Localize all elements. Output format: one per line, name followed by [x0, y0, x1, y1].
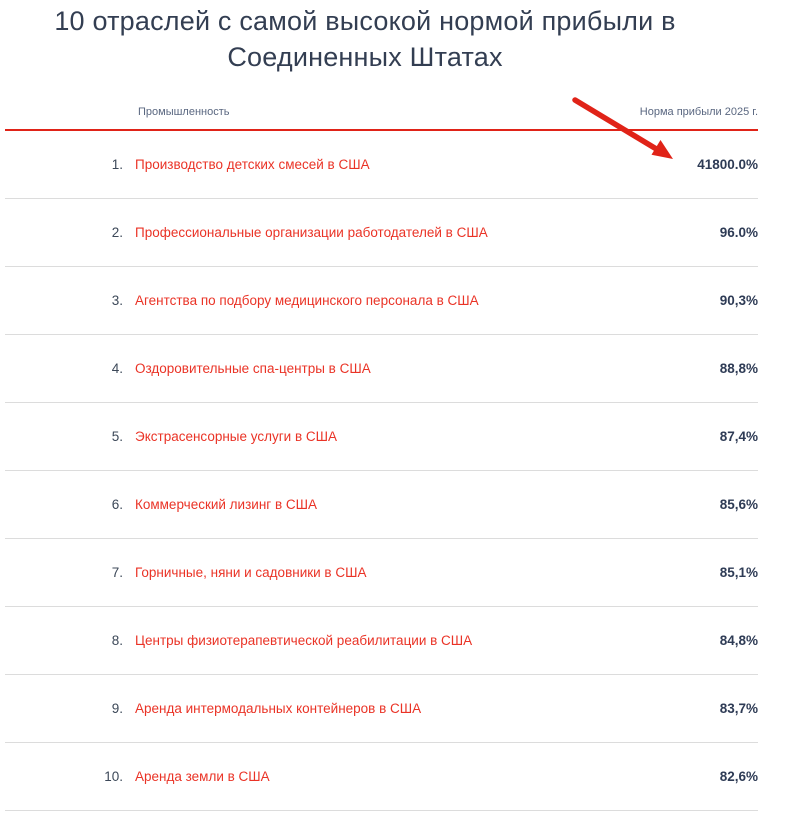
profit-margin-value: 96.0%: [719, 225, 758, 240]
profit-margin-value: 87,4%: [719, 429, 758, 444]
row-rank: 1.: [111, 157, 123, 172]
profit-margin-value: 85,1%: [719, 565, 758, 580]
table-row: 3. Агентства по подбору медицинского пер…: [5, 267, 758, 335]
column-header-industry: Промышленность: [138, 106, 230, 118]
industry-link[interactable]: Аренда интермодальных контейнеров в США: [135, 701, 422, 716]
industry-link[interactable]: Аренда земли в США: [135, 769, 270, 784]
profit-margin-value: 41800.0%: [697, 157, 758, 172]
header-divider: [5, 129, 758, 131]
profit-margin-value: 82,6%: [719, 769, 758, 784]
row-rank: 10.: [104, 769, 123, 784]
column-header-margin: Норма прибыли 2025 г.: [639, 106, 758, 118]
table-row: 8. Центры физиотерапевтической реабилита…: [5, 607, 758, 675]
row-rank: 8.: [111, 633, 123, 648]
row-rank: 9.: [111, 701, 123, 716]
row-rank: 6.: [111, 497, 123, 512]
industry-link[interactable]: Агентства по подбору медицинского персон…: [135, 293, 479, 308]
industry-link[interactable]: Экстрасенсорные услуги в США: [135, 429, 337, 444]
industry-link[interactable]: Коммерческий лизинг в США: [135, 497, 318, 512]
industry-link[interactable]: Профессиональные организации работодател…: [135, 225, 488, 240]
profit-margin-value: 84,8%: [719, 633, 758, 648]
table-row: 1. Производство детских смесей в США 418…: [5, 131, 758, 199]
row-rank: 5.: [111, 429, 123, 444]
industry-link[interactable]: Оздоровительные спа-центры в США: [135, 361, 371, 376]
industry-link[interactable]: Центры физиотерапевтической реабилитации…: [135, 633, 473, 648]
table-row: 2. Профессиональные организации работода…: [5, 199, 758, 267]
profit-margin-value: 85,6%: [719, 497, 758, 512]
table-row: 4. Оздоровительные спа-центры в США 88,8…: [5, 335, 758, 403]
table-row: 5. Экстрасенсорные услуги в США 87,4%: [5, 403, 758, 471]
page-title: 10 отраслей с самой высокой нормой прибы…: [54, 6, 676, 72]
table-row: 9. Аренда интермодальных контейнеров в С…: [5, 675, 758, 743]
table-row: 10. Аренда земли в США 82,6%: [5, 743, 758, 811]
row-rank: 7.: [111, 565, 123, 580]
table-header-row: Промышленность Норма прибыли 2025 г.: [5, 104, 758, 118]
industries-table: Промышленность Норма прибыли 2025 г. 1. …: [5, 104, 758, 811]
table-row: 6. Коммерческий лизинг в США 85,6%: [5, 471, 758, 539]
row-rank: 2.: [111, 225, 123, 240]
profit-margin-value: 83,7%: [719, 701, 758, 716]
table-row: 7. Горничные, няни и садовники в США 85,…: [5, 539, 758, 607]
industry-link[interactable]: Горничные, няни и садовники в США: [135, 565, 367, 580]
industry-link[interactable]: Производство детских смесей в США: [135, 157, 370, 172]
table-body: 1. Производство детских смесей в США 418…: [5, 131, 758, 811]
row-rank: 3.: [111, 293, 123, 308]
profit-margin-value: 90,3%: [719, 293, 758, 308]
row-rank: 4.: [111, 361, 123, 376]
profit-margin-value: 88,8%: [719, 361, 758, 376]
